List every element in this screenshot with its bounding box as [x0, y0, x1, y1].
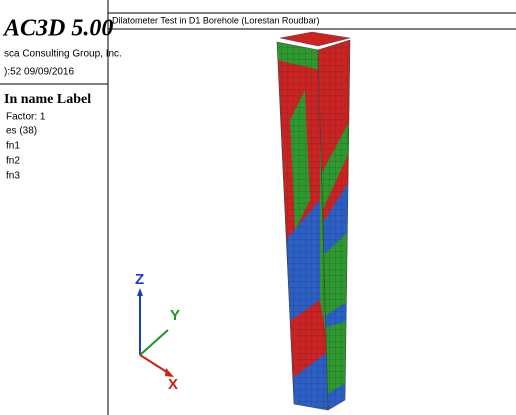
company: sca Consulting Group, Inc.	[4, 49, 122, 60]
axis-label-y: Y	[170, 307, 180, 324]
timestamp: ):52 09/09/2016	[4, 67, 74, 78]
legend-item: fn3	[6, 171, 20, 182]
background	[0, 0, 516, 415]
legend-heading: In name Label	[4, 92, 91, 107]
axis-label-z: Z	[135, 271, 144, 288]
page: AC3D 5.00 sca Consulting Group, Inc. ):5…	[0, 0, 516, 415]
plot-title: Dilatometer Test in D1 Borehole (Loresta…	[112, 15, 319, 25]
legend-factor: Factor: 1	[6, 112, 46, 123]
legend-item: fn1	[6, 141, 20, 152]
axis-label-x: X	[168, 376, 178, 393]
app-title: AC3D 5.00	[2, 16, 113, 42]
legend-count: es (38)	[6, 126, 37, 137]
screen: AC3D 5.00 sca Consulting Group, Inc. ):5…	[0, 0, 516, 415]
legend-item: fn2	[6, 156, 20, 167]
